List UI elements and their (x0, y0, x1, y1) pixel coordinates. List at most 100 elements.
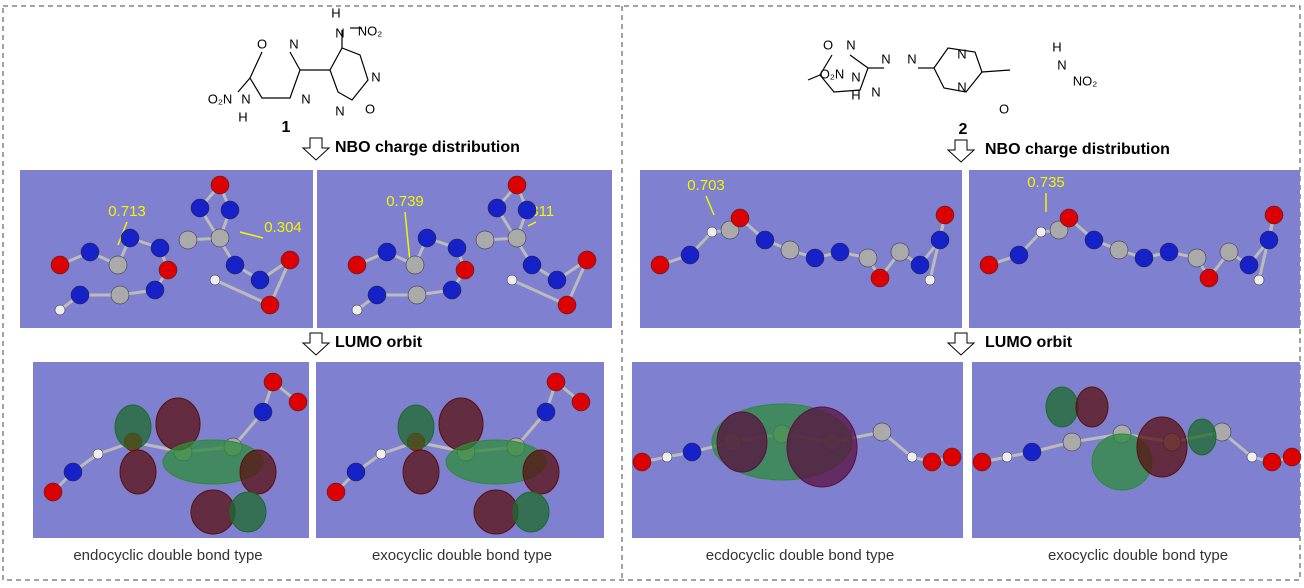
compound-number: 1 (282, 119, 291, 136)
atom-ball (923, 453, 941, 471)
atom-ball (191, 199, 209, 217)
down-arrow (948, 140, 974, 162)
atom-ball (1023, 443, 1041, 461)
atom-ball (683, 443, 701, 461)
charge-label: 0.735 (1027, 174, 1065, 191)
atom-ball (289, 393, 307, 411)
atom-ball (1085, 231, 1103, 249)
atom-ball (1060, 209, 1078, 227)
atom-ball (508, 176, 526, 194)
atom-ball (488, 199, 506, 217)
atom-ball (548, 271, 566, 289)
atom-ball (651, 256, 669, 274)
atom-label: O (257, 36, 267, 51)
atom-ball (507, 275, 517, 285)
figure: 1NBO charge distributionLUMO orbitendocy… (0, 0, 1304, 583)
atom-ball (93, 449, 103, 459)
atom-ball (859, 249, 877, 267)
atom-ball (1110, 241, 1128, 259)
atom-label: O (999, 101, 1009, 116)
atom-ball (523, 256, 541, 274)
atom-label: N (335, 25, 344, 40)
atom-ball (281, 251, 299, 269)
atom-label: N (907, 51, 916, 66)
atom-label: H (238, 109, 247, 124)
orbital-lobe (787, 407, 857, 487)
down-arrow (303, 138, 329, 160)
atom-ball (55, 305, 65, 315)
orbital-lobe (230, 492, 266, 532)
atom-ball (264, 373, 282, 391)
charge-label: 0.713 (108, 203, 146, 220)
atom-ball (781, 241, 799, 259)
atom-label: H (331, 5, 340, 20)
atom-ball (254, 403, 272, 421)
orbital-lobe (1076, 387, 1108, 427)
atom-ball (121, 229, 139, 247)
atom-ball (1220, 243, 1238, 261)
orbital-lobe (1137, 417, 1187, 477)
atom-ball (51, 256, 69, 274)
orbital-lobe (240, 450, 276, 494)
atom-ball (81, 243, 99, 261)
caption: ecdocyclic double bond type (706, 547, 894, 564)
atom-ball (1036, 227, 1046, 237)
orbital-lobe (120, 450, 156, 494)
section-heading: NBO charge distribution (985, 141, 1170, 158)
atom-ball (518, 201, 536, 219)
section-heading: NBO charge distribution (335, 139, 520, 156)
section-heading: LUMO orbit (985, 334, 1073, 351)
atom-ball (71, 286, 89, 304)
atom-ball (408, 286, 426, 304)
atom-ball (1002, 452, 1012, 462)
atom-ball (973, 453, 991, 471)
atom-label: N (846, 37, 855, 52)
atom-ball (146, 281, 164, 299)
atom-label: N (371, 69, 380, 84)
compound-number: 2 (959, 121, 968, 138)
atom-ball (891, 243, 909, 261)
orbital-lobe (513, 492, 549, 532)
atom-ball (578, 251, 596, 269)
atom-ball (1254, 275, 1264, 285)
atom-ball (1135, 249, 1153, 267)
orbital-lobe (191, 490, 235, 534)
atom-ball (64, 463, 82, 481)
orbital-lobe (523, 450, 559, 494)
atom-ball (633, 453, 651, 471)
atom-label: O (823, 37, 833, 52)
atom-ball (418, 229, 436, 247)
atom-label: O₂N (820, 66, 845, 81)
atom-ball (1160, 243, 1178, 261)
section-heading: LUMO orbit (335, 334, 423, 351)
charge-label: 0.739 (386, 193, 424, 210)
orbital-lobe (717, 412, 767, 472)
orbital-lobe (403, 450, 439, 494)
atom-ball (376, 449, 386, 459)
atom-ball (406, 256, 424, 274)
orbital-lobe (1188, 419, 1216, 455)
atom-ball (662, 452, 672, 462)
atom-ball (109, 256, 127, 274)
atom-ball (179, 231, 197, 249)
atom-label: N (289, 36, 298, 51)
atom-ball (348, 256, 366, 274)
atom-ball (347, 463, 365, 481)
atom-label: N (301, 91, 310, 106)
atom-ball (831, 243, 849, 261)
atom-ball (707, 227, 717, 237)
atom-ball (159, 261, 177, 279)
atom-ball (537, 403, 555, 421)
atom-label: N (851, 69, 860, 84)
atom-ball (931, 231, 949, 249)
down-arrow (948, 333, 974, 355)
atom-ball (211, 176, 229, 194)
atom-ball (1240, 256, 1258, 274)
atom-ball (1265, 206, 1283, 224)
atom-label: O₂N (208, 91, 233, 106)
charge-label: 0.703 (687, 177, 725, 194)
atom-ball (261, 296, 279, 314)
atom-label: NO₂ (358, 23, 383, 38)
atom-label: N (957, 46, 966, 61)
atom-ball (572, 393, 590, 411)
